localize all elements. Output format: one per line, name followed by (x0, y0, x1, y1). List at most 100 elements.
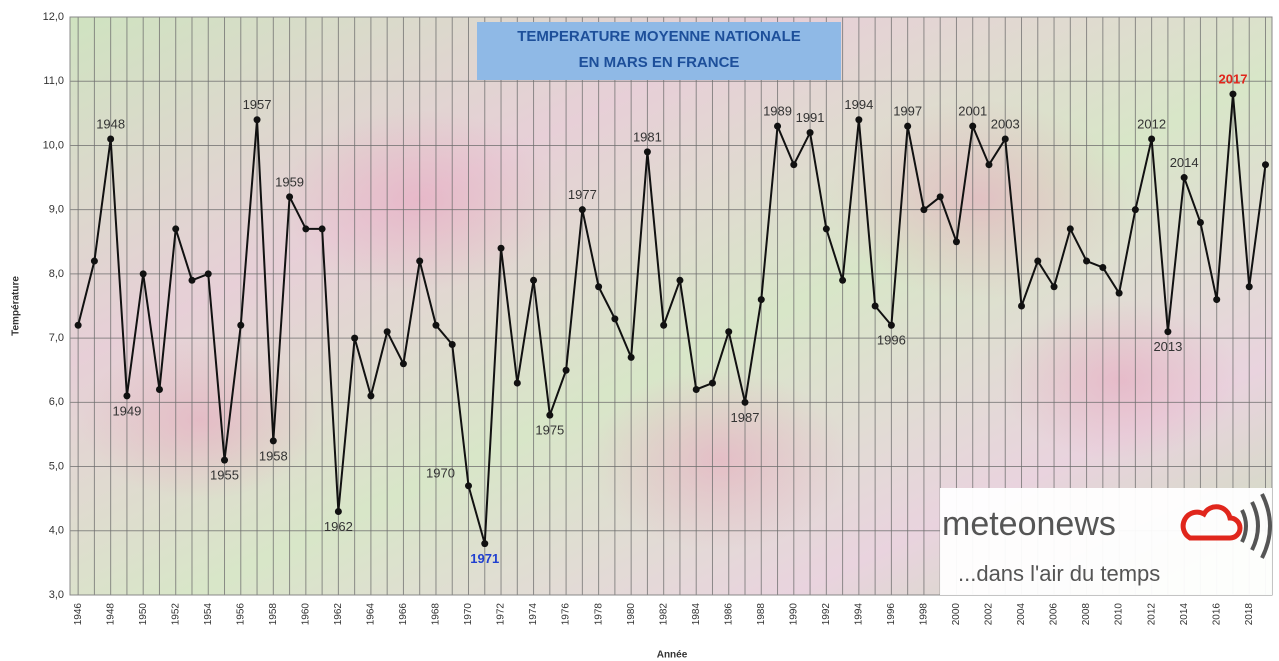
x-tick-label: 1988 (756, 603, 767, 626)
annotation: 2003 (991, 116, 1020, 131)
data-point (1034, 258, 1041, 265)
y-tick-label: 5,0 (49, 460, 64, 472)
chart-title: TEMPERATURE MOYENNE NATIONALE (517, 28, 801, 45)
data-point (384, 328, 391, 335)
data-point (237, 322, 244, 329)
x-tick-label: 1984 (691, 603, 702, 626)
annotation: 1959 (275, 174, 304, 189)
chart: TEMPERATURE MOYENNE NATIONALE EN MARS EN… (0, 0, 1279, 661)
x-tick-label: 2000 (951, 603, 962, 626)
data-point (709, 380, 716, 387)
data-point (758, 296, 765, 303)
data-point (676, 277, 683, 284)
data-point (449, 341, 456, 348)
x-tick-label: 2010 (1114, 603, 1125, 626)
x-tick-label: 1954 (203, 603, 214, 626)
annotation: 1962 (324, 519, 353, 534)
data-point (319, 225, 326, 232)
data-point (205, 270, 212, 277)
annotation: 1955 (210, 468, 239, 483)
data-point (920, 206, 927, 213)
data-point (953, 238, 960, 245)
data-point (855, 116, 862, 123)
logo-name: meteonews (942, 505, 1116, 543)
annotation: 1975 (535, 423, 564, 438)
data-point (1116, 290, 1123, 297)
data-point (660, 322, 667, 329)
x-tick-label: 1998 (919, 603, 930, 626)
data-point (1051, 283, 1058, 290)
data-point (1262, 161, 1269, 168)
data-point (839, 277, 846, 284)
logo: meteonews ...dans l'air du temps (940, 488, 1272, 595)
data-point (156, 386, 163, 393)
data-point (563, 367, 570, 374)
x-tick-label: 1986 (723, 603, 734, 626)
x-tick-label: 1950 (138, 603, 149, 626)
x-tick-label: 2016 (1211, 603, 1222, 626)
annotation: 1958 (259, 448, 288, 463)
annotation: 1989 (763, 104, 792, 119)
y-tick-label: 7,0 (49, 332, 64, 344)
data-point (628, 354, 635, 361)
annotation: 1996 (877, 333, 906, 348)
annotation: 1977 (568, 187, 597, 202)
data-point (1246, 283, 1253, 290)
x-tick-label: 2008 (1081, 603, 1092, 626)
y-tick-label: 6,0 (49, 396, 64, 408)
x-tick-label: 2006 (1049, 603, 1060, 626)
data-point (172, 225, 179, 232)
data-point (465, 482, 472, 489)
x-tick-label: 1952 (170, 603, 181, 626)
annotation: 1994 (844, 97, 873, 112)
x-tick-label: 2004 (1016, 603, 1027, 626)
annotation: 1971 (470, 551, 499, 566)
x-tick-label: 1994 (854, 603, 865, 626)
x-tick-label: 1966 (398, 603, 409, 626)
data-point (693, 386, 700, 393)
data-point (1164, 328, 1171, 335)
x-tick-label: 1974 (528, 603, 539, 626)
data-point (742, 399, 749, 406)
x-tick-label: 1968 (431, 603, 442, 626)
y-tick-label: 12,0 (43, 11, 64, 23)
x-tick-label: 1982 (658, 603, 669, 626)
x-tick-label: 1946 (73, 603, 84, 626)
annotation: 1948 (96, 116, 125, 131)
x-tick-label: 2002 (984, 603, 995, 626)
data-point (1067, 225, 1074, 232)
x-tick-label: 1948 (105, 603, 116, 626)
data-point (888, 322, 895, 329)
data-point (611, 315, 618, 322)
data-point (254, 116, 261, 123)
data-point (75, 322, 82, 329)
data-point (595, 283, 602, 290)
x-tick-label: 1958 (268, 603, 279, 626)
x-axis-label: Année (657, 650, 688, 661)
x-tick-label: 1964 (366, 603, 377, 626)
data-point (416, 258, 423, 265)
data-point (530, 277, 537, 284)
annotation: 1981 (633, 129, 662, 144)
y-tick-label: 11,0 (43, 75, 64, 87)
y-tick-label: 10,0 (43, 139, 64, 151)
data-point (1002, 136, 1009, 143)
data-point (790, 161, 797, 168)
data-point (985, 161, 992, 168)
y-axis-label: Température (11, 276, 22, 336)
data-point (351, 335, 358, 342)
chart-title: EN MARS EN FRANCE (579, 54, 740, 71)
data-point (904, 123, 911, 130)
x-tick-label: 1990 (788, 603, 799, 626)
data-point (270, 437, 277, 444)
data-point (481, 540, 488, 547)
x-tick-label: 2012 (1146, 603, 1157, 626)
x-tick-label: 1996 (886, 603, 897, 626)
data-point (823, 225, 830, 232)
data-point (123, 392, 130, 399)
annotation: 1987 (731, 410, 760, 425)
data-point (579, 206, 586, 213)
annotation: 2017 (1219, 72, 1248, 87)
y-tick-label: 8,0 (49, 268, 64, 280)
x-tick-label: 2018 (1244, 603, 1255, 626)
